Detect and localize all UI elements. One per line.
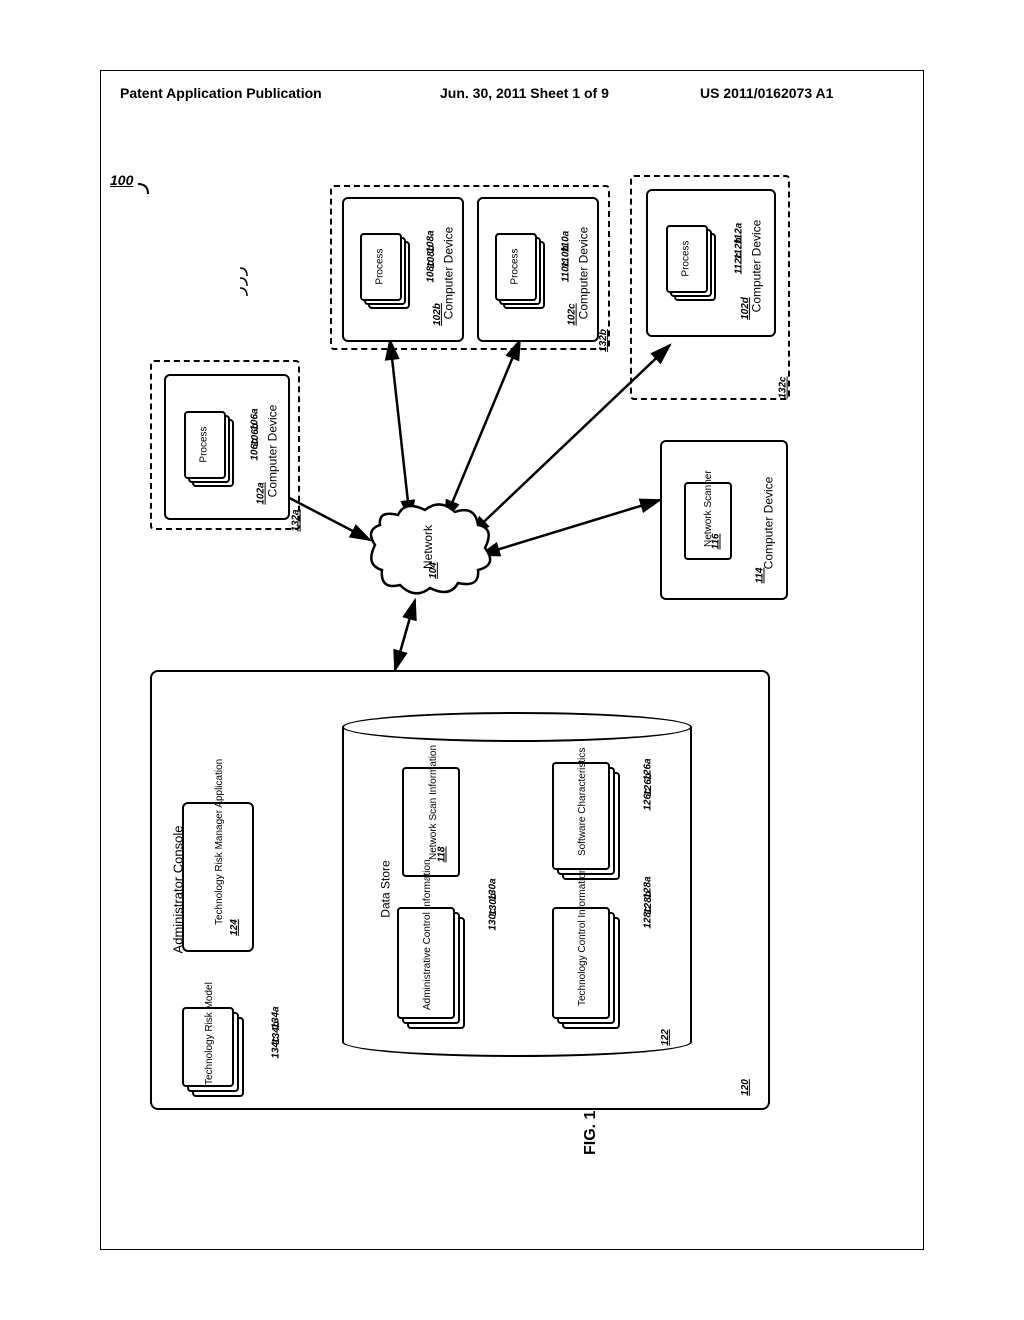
ref-132c: 132c [778,376,789,398]
diagram: 100 Computer Device Process 106a 106b 10… [120,170,904,1170]
ref-118: 118 [436,847,447,863]
ref-122: 122 [660,1029,671,1046]
device-c-process-label: Process [681,240,692,276]
header-center: Jun. 30, 2011 Sheet 1 of 9 [440,85,609,101]
risk-model-label: Technology Risk Model [204,1009,216,1085]
ref-104: 104 [428,562,439,579]
trm-app: Technology Risk Manager Application 124 [182,802,254,952]
ref-132a: 132a [291,509,302,531]
figure-label: FIG. 1 [582,1111,600,1155]
ref-102d: 102d [740,297,751,320]
device-a-label: Computer Device [265,405,279,498]
header-left: Patent Application Publication [120,85,322,101]
ref-110c: 110c [560,261,571,283]
ref-126c: 126c [643,788,654,810]
scanner-box: Network Scanner 116 [684,482,732,560]
device-group-c: Computer Device Process 112a 112b 112c 1… [630,175,790,400]
device-b-left: Computer Device Process 108a 108b 108c 1… [342,197,464,342]
scanner-device-label: Computer Device [761,477,775,570]
ref-100: 100 [110,172,133,188]
device-a: Computer Device Process 106a 106b 106c 1… [164,374,290,520]
device-group-a: Computer Device Process 106a 106b 106c 1… [150,360,300,530]
device-b-right-process-label: Process [510,248,521,284]
admin-console: Administrator Console 120 Data Store 122… [150,670,770,1110]
trm-label: Technology Risk Manager Application [214,825,226,925]
header-right: US 2011/0162073 A1 [700,85,833,101]
device-b-right: Computer Device Process 110a 110b 110c 1… [477,197,599,342]
data-store-label: Data Store [379,860,393,917]
tech-ctrl-label: Technology Control Information [577,920,589,1006]
sw-char-label: Software Characteristics [577,774,589,856]
ref-116: 116 [710,534,721,550]
admin-ctrl-label: Administrative Control Information [422,916,434,1010]
ref-108c: 108c [426,260,437,282]
ref-112c: 112c [733,253,744,275]
device-c-label: Computer Device [749,220,763,313]
data-store: Data Store 122 Network Scan Information … [342,712,692,1072]
ref-114: 114 [754,568,765,584]
ref-102a: 102a [256,482,267,504]
device-b-right-label: Computer Device [576,227,590,320]
ref-124: 124 [229,919,240,936]
device-group-b: Computer Device Process 108a 108b 108c 1… [330,185,610,350]
device-a-process-label: Process [199,426,210,462]
ref-128c: 128c [643,906,654,928]
ref-102c: 102c [567,303,578,325]
ref-106c: 106c [250,438,261,460]
device-b-left-label: Computer Device [441,227,455,320]
ref-120: 120 [740,1079,751,1096]
ref-132b: 132b [598,329,609,352]
ref-130c: 130c [488,908,499,930]
ref-102b: 102b [432,303,443,326]
device-c: Computer Device Process 112a 112b 112c 1… [646,189,776,337]
scanner-device: Computer Device Network Scanner 116 114 [660,440,788,600]
device-b-left-process-label: Process [375,248,386,284]
ref-134c: 134c [271,1036,282,1058]
